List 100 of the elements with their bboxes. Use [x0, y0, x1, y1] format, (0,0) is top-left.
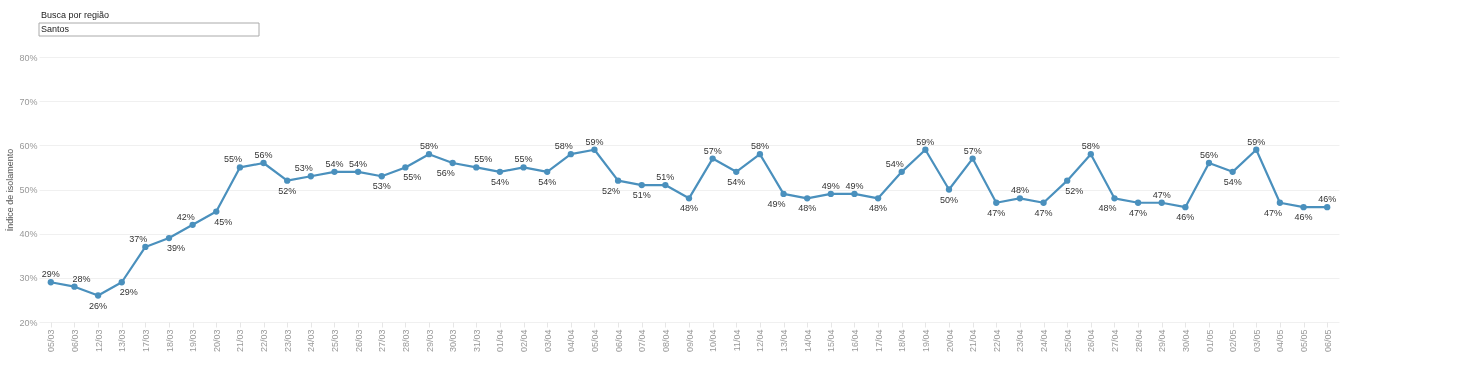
- x-tick-label: 10/04: [708, 329, 719, 353]
- point: [520, 164, 527, 171]
- point: [1016, 195, 1024, 202]
- data-label: 45%: [214, 216, 233, 227]
- data-label: 48%: [1098, 203, 1117, 214]
- x-tick-label: 29/03: [424, 329, 435, 353]
- data-label: 54%: [885, 158, 904, 169]
- x-tick-label: 27/04: [1109, 329, 1120, 353]
- data-label: 51%: [632, 190, 651, 201]
- y-axis-title: Índice de isolamento: [5, 148, 16, 232]
- x-tick-label: 29/04: [1157, 329, 1168, 353]
- point: [922, 146, 929, 153]
- data-label: 57%: [703, 145, 722, 156]
- point: [496, 168, 504, 175]
- x-tick-label: 05/03: [46, 329, 57, 353]
- x-tick-label: 25/04: [1062, 329, 1073, 353]
- data-label: 39%: [166, 243, 186, 254]
- data-label: 49%: [821, 180, 840, 191]
- data-label: 54%: [325, 158, 344, 169]
- point: [638, 181, 645, 189]
- point: [165, 234, 173, 242]
- text: Busca por região: [41, 10, 110, 20]
- data-label: 49%: [767, 198, 786, 209]
- data-label: 55%: [474, 154, 493, 165]
- point: [1276, 199, 1284, 206]
- point: [993, 199, 1000, 206]
- point: [756, 151, 764, 158]
- data-label: 59%: [916, 136, 935, 147]
- point: [284, 177, 291, 184]
- x-tick-label: 26/03: [353, 329, 364, 353]
- data-label: 42%: [176, 211, 195, 222]
- point: [1158, 199, 1165, 206]
- point: [1205, 159, 1213, 167]
- data-label: 26%: [89, 300, 108, 311]
- point: [71, 283, 78, 290]
- point: [189, 221, 196, 228]
- point: [685, 195, 693, 202]
- x-tick-label: 08/04: [660, 329, 671, 353]
- point: [544, 168, 551, 175]
- x-tick-label: 27/03: [377, 329, 388, 353]
- x-tick-label: 18/04: [897, 329, 908, 353]
- x-tick-label: 11/04: [731, 329, 742, 352]
- point: [402, 164, 409, 171]
- data-label: 52%: [278, 185, 297, 196]
- x-tick-label: 26/04: [1086, 329, 1097, 353]
- x-tick-label: 24/03: [306, 329, 317, 353]
- data-label: 53%: [294, 163, 313, 174]
- y-tick-label: 80%: [19, 52, 38, 63]
- data-label: 48%: [679, 203, 699, 214]
- point: [331, 168, 338, 175]
- point: [118, 279, 125, 286]
- point: [1300, 204, 1307, 211]
- data-label: 29%: [119, 287, 138, 298]
- x-tick-label: 07/04: [637, 329, 648, 353]
- x-tick-label: 21/04: [968, 329, 979, 353]
- point: [567, 151, 574, 158]
- point: [1040, 199, 1047, 206]
- x-tick-label: 12/03: [93, 329, 104, 353]
- point: [1229, 168, 1236, 175]
- point: [307, 173, 314, 180]
- point: [1253, 146, 1260, 153]
- x-tick-label: 04/04: [566, 329, 577, 353]
- data-label: 59%: [1247, 136, 1266, 147]
- x-tick-label: 19/04: [920, 329, 931, 353]
- data-label: 56%: [436, 168, 455, 178]
- y-tick-label: 40%: [19, 229, 38, 240]
- data-label: 47%: [1129, 207, 1148, 218]
- y-tick-label: 70%: [19, 96, 38, 107]
- point: [1064, 177, 1071, 184]
- point: [780, 190, 787, 198]
- point: [709, 155, 716, 162]
- x-tick-label: 18/03: [164, 329, 175, 353]
- x-tick-label: 23/03: [282, 329, 293, 353]
- point: [945, 186, 953, 193]
- x-tick-label: 06/04: [613, 329, 624, 353]
- point: [898, 168, 905, 175]
- point: [874, 195, 882, 202]
- x-tick-label: 31/03: [471, 329, 482, 353]
- y-tick-label: 20%: [19, 317, 38, 328]
- data-label: 46%: [1294, 212, 1313, 223]
- point: [142, 243, 149, 251]
- x-tick-label: 02/05: [1228, 329, 1239, 353]
- data-label: 54%: [490, 176, 509, 187]
- data-label: 47%: [1152, 189, 1171, 200]
- data-label: 54%: [727, 176, 746, 187]
- point: [804, 195, 811, 202]
- data-label: 58%: [1081, 141, 1100, 152]
- x-tick-label: 19/03: [188, 329, 199, 353]
- data-label: 54%: [1223, 176, 1242, 187]
- x-tick-label: 01/05: [1204, 329, 1215, 353]
- data-label: 47%: [1034, 207, 1053, 218]
- x-tick-label: 17/03: [140, 329, 151, 353]
- point: [213, 208, 220, 215]
- x-tick-label: 25/03: [329, 329, 340, 353]
- point: [94, 292, 102, 299]
- data-label: 58%: [419, 141, 439, 152]
- data-label: 28%: [72, 273, 91, 284]
- data-label: 49%: [845, 180, 864, 191]
- y-tick-label: 60%: [19, 140, 38, 151]
- point: [733, 168, 740, 175]
